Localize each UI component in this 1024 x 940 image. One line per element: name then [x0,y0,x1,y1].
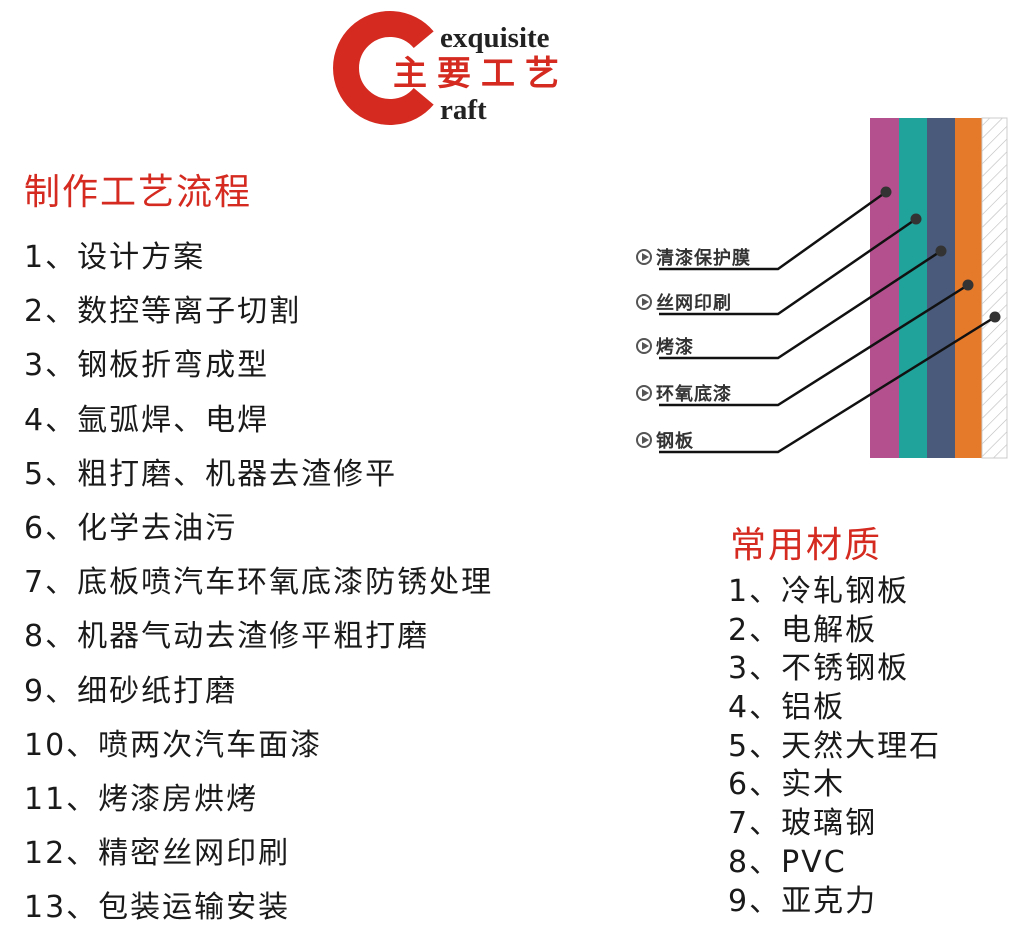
process-title: 制作工艺流程 [24,172,253,213]
process-step: 9、细砂纸打磨 [24,673,238,709]
layer-stripe [899,118,927,458]
leader-line [659,217,917,316]
process-step: 5、粗打磨、机器去渣修平 [24,456,398,492]
leader-dot [962,279,974,291]
leader-dot [910,213,922,225]
process-step: 11、烤漆房烘烤 [24,781,259,817]
process-step: 7、底板喷汽车环氧底漆防锈处理 [24,565,494,601]
leader-line [659,283,969,407]
process-step: 8、机器气动去渣修平粗打磨 [24,619,430,655]
layer-label-text: 环氧底漆 [656,384,732,405]
material-item: 9、亚克力 [728,883,878,919]
materials-list: 1、冷轧钢板 2、电解板 3、不锈钢板 4、铝板 5、天然大理石 6、实木 7、玻璃钢 8、P… [728,573,941,921]
layer-label-text: 清漆保护膜 [656,248,751,269]
layer-label: 钢板 [636,427,694,453]
leader-line [659,249,942,360]
material-item: 5、天然大理石 [728,728,942,764]
process-steps-list: 1、设计方案 2、数控等离子切割 3、钢板折弯成型 4、氩弧焊、电焊 5、粗打磨、机器去… [24,236,493,940]
material-item: 6、实木 [728,767,846,803]
material-item: 3、不锈钢板 [728,651,910,687]
play-circle-icon [636,294,652,310]
leader-dot [989,311,1001,323]
process-step: 1、设计方案 [24,240,206,275]
leader-dot [880,186,892,198]
process-step: 13、包装运输安装 [24,890,291,926]
logo: exquisite 主要工艺 raft [330,10,600,130]
material-item: 7、玻璃钢 [728,806,878,842]
layer-label-text: 烤漆 [656,337,694,358]
material-item: 1、冷轧钢板 [728,574,910,609]
layer-stripe [981,117,1008,459]
process-step: 10、喷两次汽车面漆 [24,727,323,763]
layer-label: 烤漆 [636,333,694,359]
play-circle-icon [636,432,652,448]
process-step: 12、精密丝网印刷 [24,836,291,872]
play-circle-icon [636,338,652,354]
play-circle-icon [636,249,652,265]
logo-word-exquisite: exquisite [440,22,550,54]
process-step: 3、钢板折弯成型 [24,348,270,384]
material-item: 4、铝板 [728,690,846,726]
leader-line [659,190,887,271]
process-step: 2、数控等离子切割 [24,294,302,330]
layer-label: 环氧底漆 [636,380,732,406]
logo-word-craft: raft [440,94,487,126]
play-circle-icon [636,385,652,401]
material-item: 2、电解板 [728,612,878,648]
logo-chinese: 主要工艺 [393,54,569,94]
leader-line [659,315,996,454]
material-item: 8、PVC [728,844,847,880]
logo-letter-c [333,11,434,125]
layer-label-text: 丝网印刷 [656,293,732,314]
layer-stripe [927,118,955,458]
process-step: 6、化学去油污 [24,510,238,546]
leader-dot [935,245,947,257]
process-step: 4、氩弧焊、电焊 [24,402,270,438]
layer-label: 丝网印刷 [636,289,732,315]
layer-label-text: 钢板 [656,431,694,452]
materials-title: 常用材质 [730,525,883,566]
layer-label: 清漆保护膜 [636,244,751,270]
